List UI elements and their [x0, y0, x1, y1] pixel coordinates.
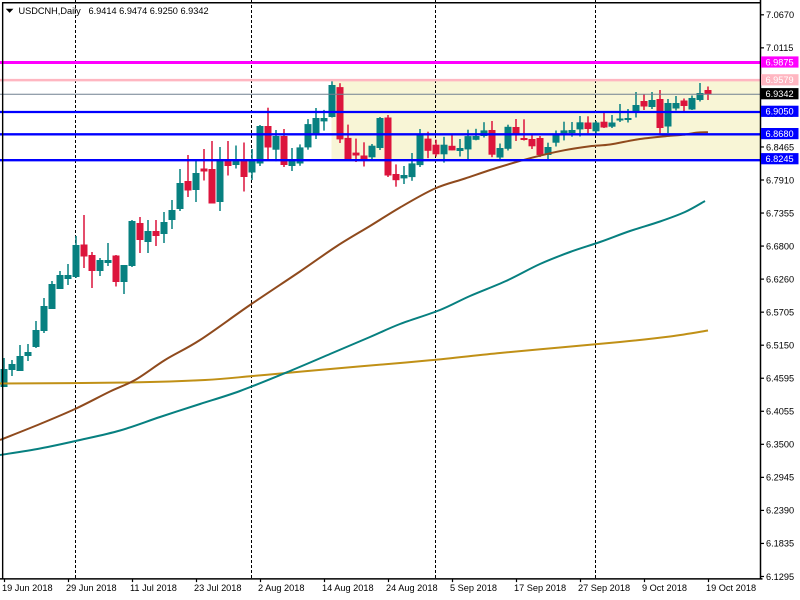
svg-text:2 Aug 2018: 2 Aug 2018 [258, 583, 305, 593]
svg-text:24 Aug 2018: 24 Aug 2018 [386, 583, 438, 593]
svg-text:14 Aug 2018: 14 Aug 2018 [322, 583, 374, 593]
svg-text:7.0670: 7.0670 [766, 10, 794, 20]
svg-text:6.1295: 6.1295 [766, 572, 794, 582]
svg-text:6.5150: 6.5150 [766, 341, 794, 351]
svg-text:11 Jul 2018: 11 Jul 2018 [130, 583, 177, 593]
svg-text:27 Sep 2018: 27 Sep 2018 [578, 583, 630, 593]
svg-text:6.9414 6.9474 6.9250 6.9342: 6.9414 6.9474 6.9250 6.9342 [89, 6, 209, 16]
svg-text:6.8245: 6.8245 [766, 154, 794, 164]
svg-text:7.0115: 7.0115 [766, 43, 793, 53]
svg-text:USDCNH,Daily: USDCNH,Daily [19, 6, 82, 16]
svg-text:17 Sep 2018: 17 Sep 2018 [514, 583, 566, 593]
svg-text:6.5705: 6.5705 [766, 307, 794, 317]
svg-text:6.7355: 6.7355 [766, 208, 794, 218]
svg-text:6.4055: 6.4055 [766, 407, 794, 417]
svg-text:6.9050: 6.9050 [766, 107, 794, 117]
svg-text:23 Jul 2018: 23 Jul 2018 [194, 583, 242, 593]
svg-text:19 Jun 2018: 19 Jun 2018 [2, 583, 53, 593]
svg-text:29 Jun 2018: 29 Jun 2018 [66, 583, 117, 593]
svg-text:6.2390: 6.2390 [766, 506, 794, 516]
svg-text:6.9875: 6.9875 [766, 57, 794, 67]
svg-text:6.6260: 6.6260 [766, 274, 794, 284]
svg-text:6.6800: 6.6800 [766, 241, 794, 251]
svg-text:6.8680: 6.8680 [766, 129, 794, 139]
svg-text:9 Oct 2018: 9 Oct 2018 [642, 583, 687, 593]
svg-text:6.3500: 6.3500 [766, 440, 794, 450]
svg-text:6.9342: 6.9342 [766, 89, 794, 99]
svg-text:6.7910: 6.7910 [766, 175, 794, 185]
svg-text:5 Sep 2018: 5 Sep 2018 [450, 583, 497, 593]
svg-text:19 Oct 2018: 19 Oct 2018 [706, 583, 756, 593]
svg-text:6.1835: 6.1835 [766, 539, 794, 549]
svg-text:6.8465: 6.8465 [766, 142, 794, 152]
svg-text:6.4595: 6.4595 [766, 374, 794, 384]
svg-text:6.2945: 6.2945 [766, 473, 794, 483]
svg-text:6.9579: 6.9579 [766, 75, 794, 85]
